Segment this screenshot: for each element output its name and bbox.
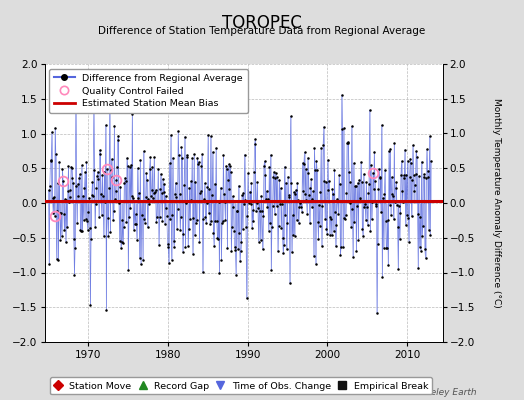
- Legend: Station Move, Record Gap, Time of Obs. Change, Empirical Break: Station Move, Record Gap, Time of Obs. C…: [50, 378, 432, 394]
- Text: Berkeley Earth: Berkeley Earth: [410, 388, 477, 397]
- Legend: Difference from Regional Average, Quality Control Failed, Estimated Station Mean: Difference from Regional Average, Qualit…: [49, 69, 248, 113]
- Y-axis label: Monthly Temperature Anomaly Difference (°C): Monthly Temperature Anomaly Difference (…: [492, 98, 501, 308]
- Text: TOROPEC: TOROPEC: [222, 14, 302, 32]
- Text: Difference of Station Temperature Data from Regional Average: Difference of Station Temperature Data f…: [99, 26, 425, 36]
